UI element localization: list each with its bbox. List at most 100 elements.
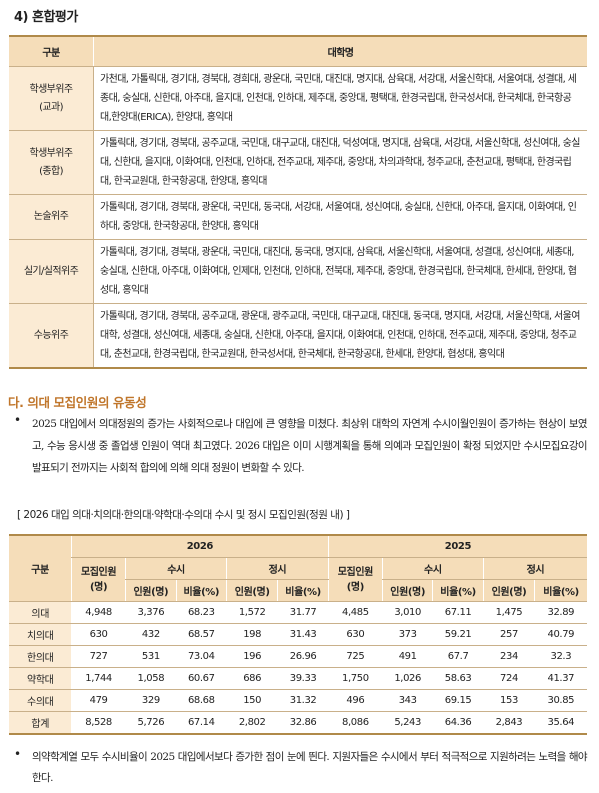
table-cell: 479 [71,689,126,712]
header-year-2025: 2025 [327,535,587,558]
table-cell: 67.7 [432,645,484,668]
table-cell: 257 [483,623,535,646]
table-cell: 630 [71,623,126,646]
header-count: 인원(명) [381,579,433,602]
table-cell: 41.37 [534,667,587,690]
table-cell: 67.14 [176,711,227,735]
table-cell: 343 [382,689,433,712]
row-universities: 가톨릭대, 경기대, 경북대, 광운대, 국민대, 동국대, 서강대, 서울여대… [93,194,587,240]
table-cell: 69.15 [432,689,484,712]
note-paragraph: 의약학계열 모두 수시비율이 2025 대입에서보다 증가한 점이 눈에 띈다.… [32,751,588,784]
table-cell: 531 [125,645,177,668]
quota-header-row-3: 인원(명) 비율(%) 인원(명) 비율(%) 인원(명) 비율(%) 인원(명… [9,579,587,602]
mixed-evaluation-table: 구분 대학명 학생부위주 (교과) 가천대, 가톨릭대, 경기대, 경북대, 경… [9,35,587,369]
table-cell: 630 [328,623,383,646]
table-cell: 31.32 [277,689,329,712]
header-jeongsi-2025: 정시 [482,557,587,580]
row-label: 합계 [9,711,72,735]
table-header-row: 구분 대학명 [9,36,587,67]
table-cell: 8,528 [71,711,126,735]
header-group: 구분 [9,535,72,602]
table-row: 논술위주 가톨릭대, 경기대, 경북대, 광운대, 국민대, 동국대, 서강대,… [9,194,587,240]
header-susi-2026: 수시 [125,557,227,580]
header-year-2026: 2026 [70,535,329,558]
header-category: 구분 [9,36,94,67]
table-row: 학생부위주 (종합) 가톨릭대, 경기대, 경북대, 공주교대, 국민대, 대구… [9,130,587,195]
table-cell: 1,026 [382,667,433,690]
bullet-marker: • [14,747,22,761]
section-heading-mixed-evaluation: 4) 혼합평가 [14,10,78,25]
table-cell: 724 [483,667,535,690]
table-cell: 1,744 [71,667,126,690]
table-cell: 1,572 [226,601,278,624]
table-cell: 153 [483,689,535,712]
row-label: 수의대 [9,689,72,712]
table-cell: 35.64 [534,711,587,735]
row-label: 의대 [9,601,72,624]
row-universities: 가톨릭대, 경기대, 경북대, 광운대, 국민대, 대진대, 동국대, 명지대,… [93,239,587,304]
table-cell: 1,750 [328,667,383,690]
table-row: 의대 4,948 3,376 68.23 1,572 31.77 4,485 3,010 67.… [9,601,587,624]
table-cell: 31.43 [277,623,329,646]
table-cell: 30.85 [534,689,587,712]
table-cell: 39.33 [277,667,329,690]
table-cell: 234 [483,645,535,668]
table-cell: 432 [125,623,177,646]
row-universities: 가천대, 가톨릭대, 경기대, 경북대, 경희대, 광운대, 국민대, 대진대,… [93,66,587,131]
row-universities: 가톨릭대, 경기대, 경북대, 공주교대, 국민대, 대구교대, 대진대, 덕성… [93,130,587,195]
table-cell: 32.86 [277,711,329,735]
header-total-2025: 모집인원 (명) [327,557,383,602]
header-ratio: 비율(%) [175,579,227,602]
table-cell: 1,475 [483,601,535,624]
table-cell: 60.67 [176,667,227,690]
table-caption: [ 2026 대입 의대·치의대·한의대·약학대·수의대 수시 및 정시 모집인… [17,509,350,521]
table-cell: 58.63 [432,667,484,690]
table-row: 치의대 630 432 68.57 198 31.43 630 373 59.21 257 40.7… [9,623,587,646]
header-count: 인원(명) [125,579,177,602]
table-cell: 491 [382,645,433,668]
table-cell: 40.79 [534,623,587,646]
table-cell: 59.21 [432,623,484,646]
header-university: 대학명 [93,36,587,67]
row-category: 논술위주 [9,194,94,240]
table-cell: 4,948 [71,601,126,624]
table-cell: 2,802 [226,711,278,735]
table-cell: 67.11 [432,601,484,624]
header-ratio: 비율(%) [432,579,484,602]
table-row: 한의대 727 531 73.04 196 26.96 725 491 67.7 234 32.3 [9,645,587,668]
row-category: 학생부위주 (종합) [9,130,94,195]
table-row: 수능위주 가톨릭대, 경기대, 경북대, 공주교대, 광운대, 광주교대, 국민… [9,303,587,369]
table-cell: 373 [382,623,433,646]
table-cell: 496 [328,689,383,712]
table-cell: 3,376 [125,601,177,624]
quota-table-body: 의대 4,948 3,376 68.23 1,572 31.77 4,485 3,010 67.… [9,601,587,735]
table-cell: 329 [125,689,177,712]
row-label: 한의대 [9,645,72,668]
table-cell: 196 [226,645,278,668]
table-cell: 725 [328,645,383,668]
header-count: 인원(명) [482,579,535,602]
table-row: 학생부위주 (교과) 가천대, 가톨릭대, 경기대, 경북대, 경희대, 광운대… [9,66,587,131]
table-cell: 1,058 [125,667,177,690]
table-cell: 727 [71,645,126,668]
body-paragraph: 2025 대입에서 의대정원의 증가는 사회적으로나 대입에 큰 영향을 미쳤다… [32,418,588,474]
table-cell: 198 [226,623,278,646]
header-jeongsi-2026: 정시 [225,557,329,580]
header-count: 인원(명) [225,579,278,602]
table-cell: 68.23 [176,601,227,624]
table-cell: 32.3 [534,645,587,668]
table-row: 수의대 479 329 68.68 150 31.32 496 343 69.15 153 30.8… [9,689,587,712]
row-label: 치의대 [9,623,72,646]
header-ratio: 비율(%) [534,579,587,602]
row-label: 약학대 [9,667,72,690]
table-cell: 2,843 [483,711,535,735]
table-cell: 150 [226,689,278,712]
header-ratio: 비율(%) [277,579,329,602]
table-cell: 73.04 [176,645,227,668]
table-cell: 32.89 [534,601,587,624]
table-cell: 5,243 [382,711,433,735]
header-susi-2025: 수시 [381,557,484,580]
table-cell: 3,010 [382,601,433,624]
row-category: 수능위주 [9,303,94,369]
quota-header-row-1: 구분 2026 2025 [9,535,587,602]
